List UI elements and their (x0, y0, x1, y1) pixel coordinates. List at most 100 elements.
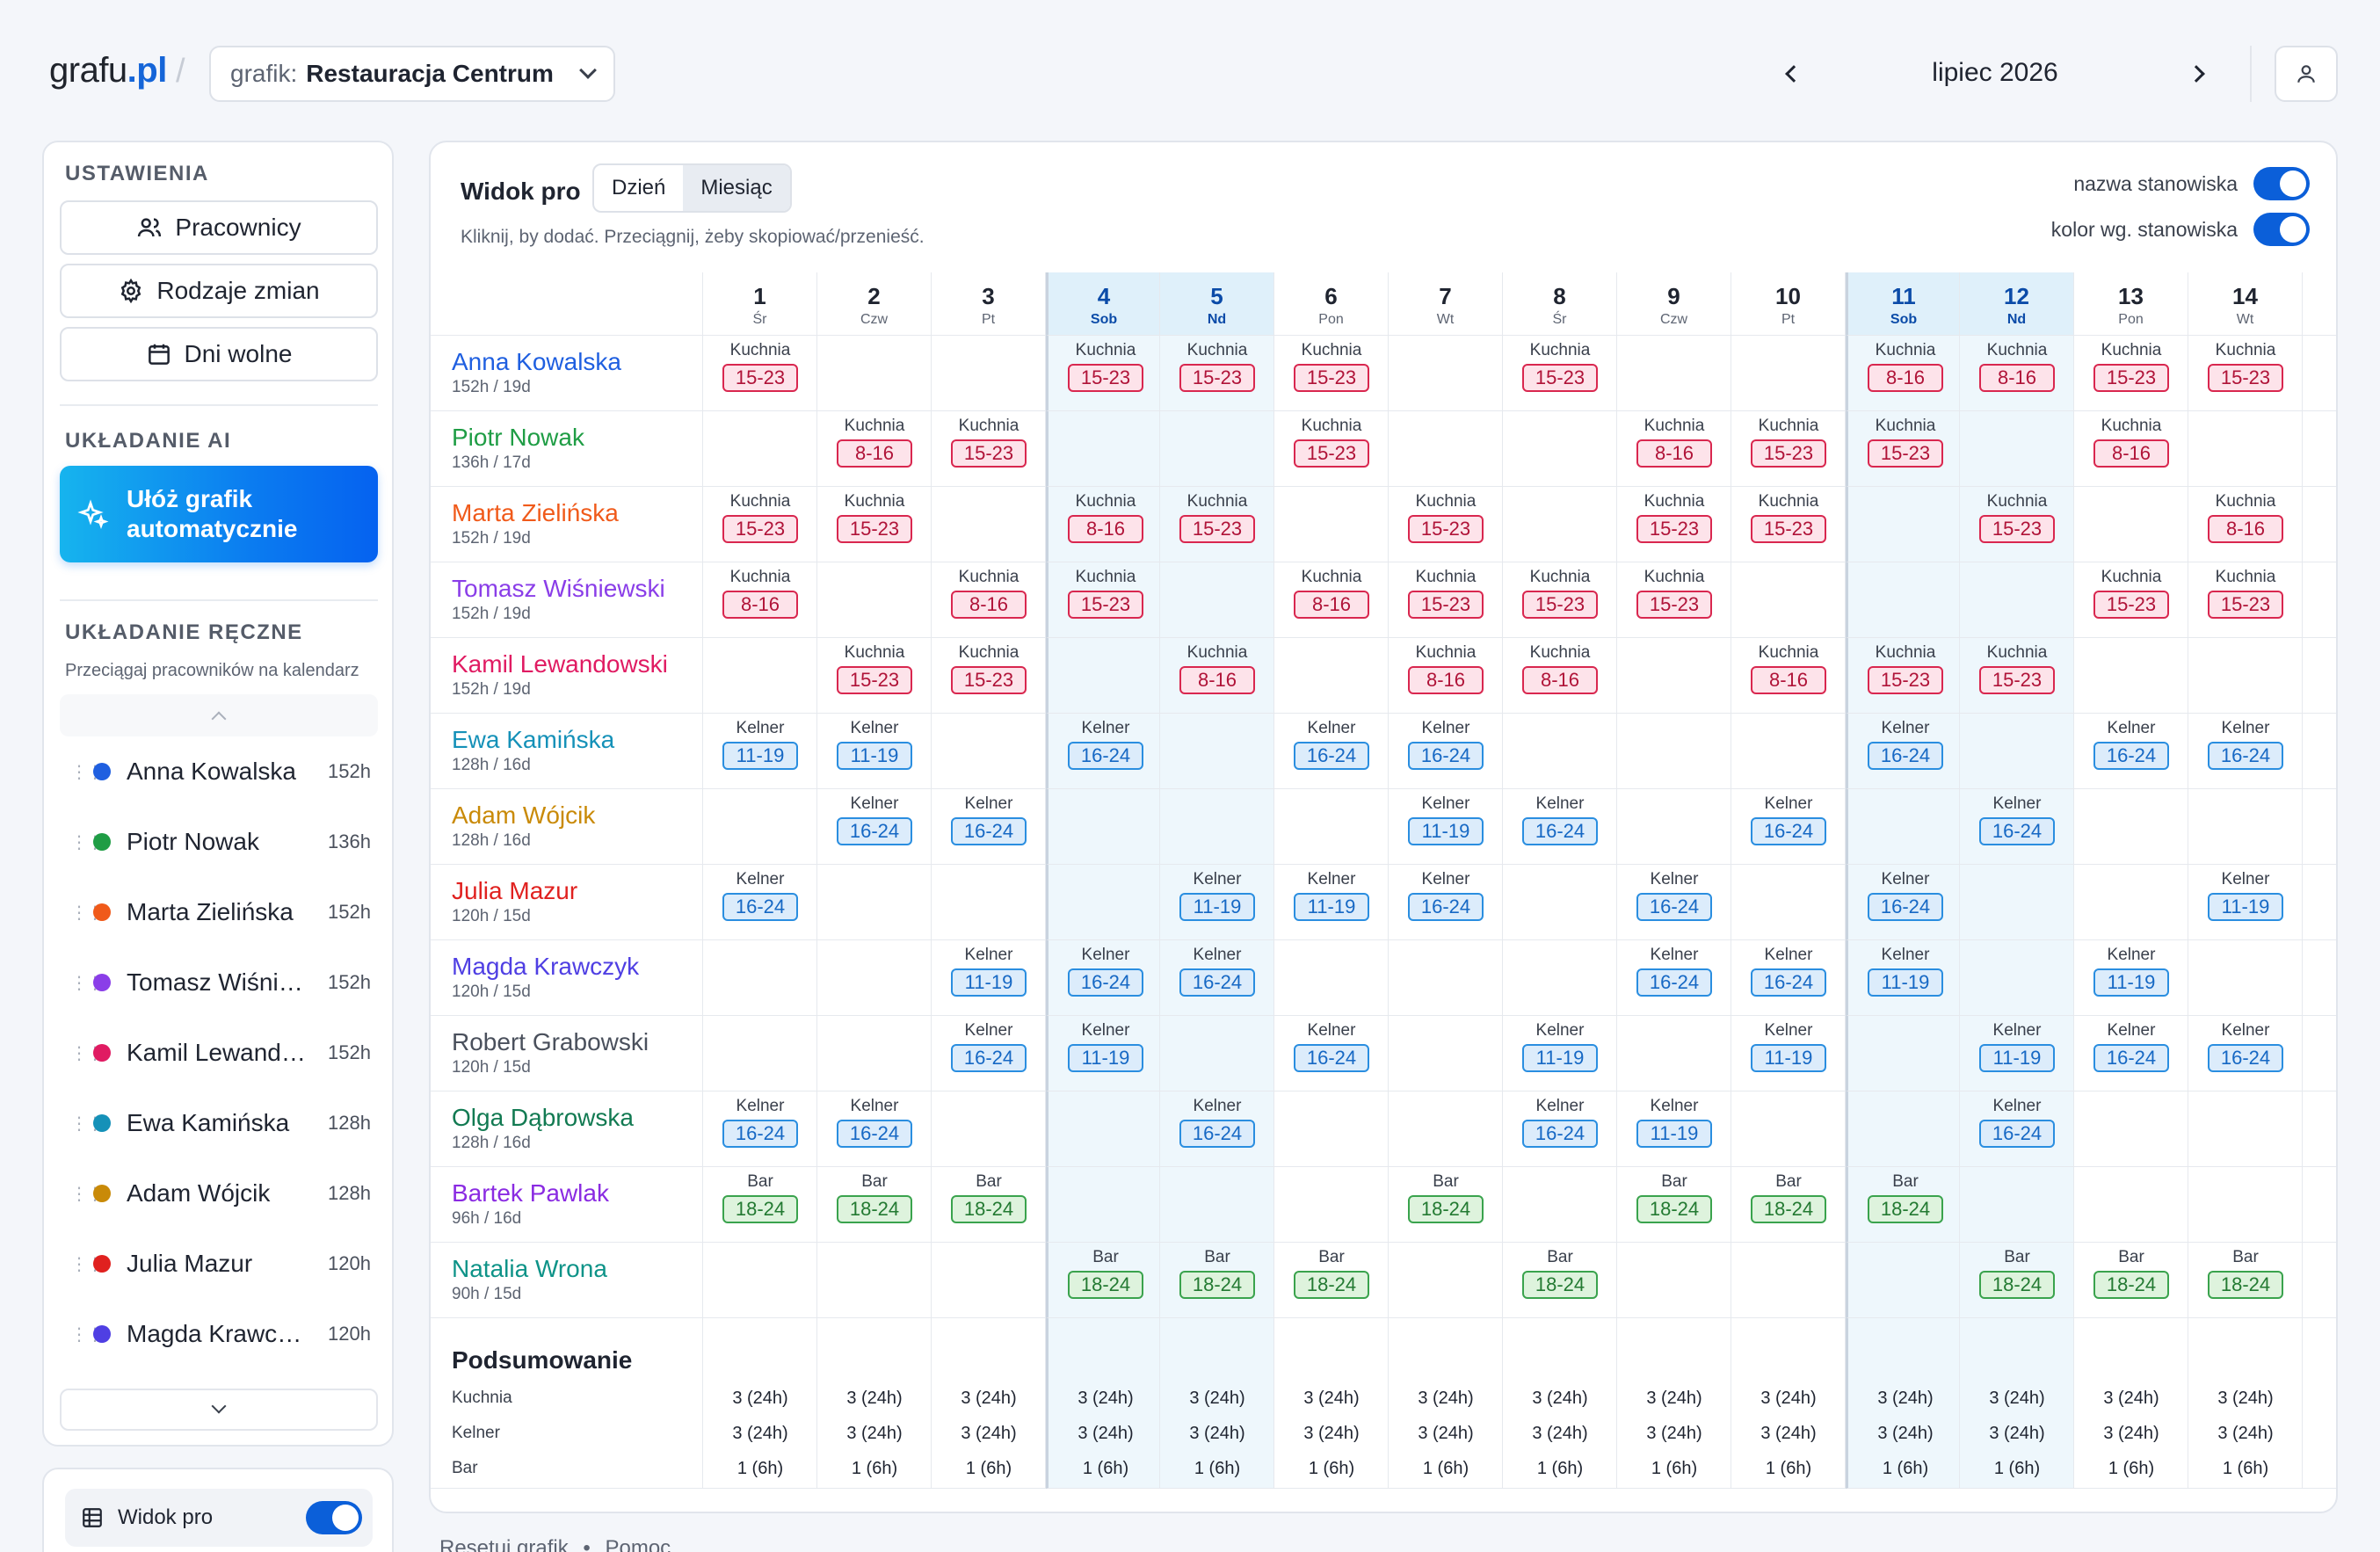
shift-cell[interactable]: Kelner 16-24 (1846, 714, 1960, 789)
shift-chip[interactable]: Kelner 16-24 (1389, 719, 1503, 770)
shift-chip[interactable]: Kelner 16-24 (703, 870, 817, 921)
shift-cell[interactable]: Kuchnia 8-16 (1274, 562, 1389, 638)
shift-cell[interactable]: Kuchnia 15-23 (1160, 336, 1274, 411)
shift-cell[interactable]: Bar 18-24 (1960, 1243, 2074, 1318)
shift-cell[interactable] (1846, 1016, 1960, 1091)
shift-cell[interactable]: Kelner 11-19 (1731, 1016, 1846, 1091)
shift-cell[interactable] (1046, 865, 1160, 940)
shift-cell[interactable]: Kelner 16-24 (1503, 1091, 1617, 1167)
shift-chip[interactable]: Kuchnia 8-16 (1731, 643, 1846, 694)
shift-cell[interactable] (1274, 638, 1389, 714)
shift-cell[interactable]: Kuchnia 15-23 (817, 638, 932, 714)
shift-cell[interactable] (2303, 940, 2336, 1016)
shift-chip[interactable]: Kelner 11-19 (2074, 946, 2188, 997)
shift-cell[interactable]: Kelner 16-24 (1503, 789, 1617, 865)
employee-row-name[interactable]: Robert Grabowski 120h / 15d (431, 1016, 703, 1091)
shift-cell[interactable]: Kuchnia 15-23 (1846, 411, 1960, 487)
drag-handle-icon[interactable]: ⋮⋮ (70, 1184, 104, 1204)
shift-cell[interactable] (1960, 1167, 2074, 1243)
shift-cell[interactable]: Bar 18-24 (2188, 1243, 2303, 1318)
shift-cell[interactable]: Kuchnia 8-16 (1046, 487, 1160, 562)
shift-cell[interactable]: Kuchnia 15-23 (1503, 336, 1617, 411)
shift-cell[interactable] (1160, 562, 1274, 638)
shift-chip[interactable]: Kuchnia 15-23 (1960, 643, 2074, 694)
shift-cell[interactable]: Kelner 16-24 (1389, 865, 1503, 940)
employee-row-name[interactable]: Olga Dąbrowska 128h / 16d (431, 1091, 703, 1167)
shift-cell[interactable]: Kuchnia 15-23 (1503, 562, 1617, 638)
shift-chip[interactable]: Kuchnia 15-23 (1160, 492, 1274, 543)
shift-cell[interactable]: Kelner 11-19 (1960, 1016, 2074, 1091)
shift-chip[interactable]: Kelner 11-19 (1274, 870, 1389, 921)
shift-chip[interactable]: Kuchnia 15-23 (817, 643, 932, 694)
shift-chip[interactable]: Kuchnia 15-23 (2074, 568, 2188, 619)
shift-chip[interactable]: Kelner 16-24 (1049, 719, 1163, 770)
shift-cell[interactable] (703, 940, 817, 1016)
employee-name[interactable]: Magda Krawczyk (452, 953, 640, 980)
employee-name[interactable]: Anna Kowalska (452, 348, 622, 375)
shift-chip[interactable]: Kelner 16-24 (1274, 719, 1389, 770)
shift-chip[interactable]: Kelner 11-19 (817, 719, 932, 770)
shift-cell[interactable] (1846, 1091, 1960, 1167)
shift-chip[interactable]: Kuchnia 8-16 (1389, 643, 1503, 694)
shift-cell[interactable]: Kelner 16-24 (1046, 940, 1160, 1016)
shift-cell[interactable]: Kuchnia 15-23 (1274, 336, 1389, 411)
shift-cell[interactable]: Kuchnia 15-23 (703, 487, 817, 562)
shift-chip[interactable]: Kuchnia 8-16 (1960, 341, 2074, 392)
shift-chip[interactable]: Kelner 11-19 (1617, 1097, 1731, 1148)
employee-name[interactable]: Kamil Lewandowski (452, 650, 668, 678)
shift-cell[interactable]: Kelner 11-19 (703, 714, 817, 789)
shift-chip[interactable]: Kelner 11-19 (1731, 1021, 1846, 1072)
shift-cell[interactable] (1846, 789, 1960, 865)
shift-cell[interactable]: Kuchnia 15-23 (817, 487, 932, 562)
shift-cell[interactable]: Kuchnia 15-23 (1160, 487, 1274, 562)
shift-cell[interactable] (1046, 789, 1160, 865)
shift-cell[interactable] (2303, 1167, 2336, 1243)
shift-chip[interactable]: Kuchnia 8-16 (1617, 417, 1731, 468)
shift-chip[interactable]: Bar 18-24 (2074, 1248, 2188, 1299)
drag-handle-icon[interactable]: ⋮⋮ (70, 1043, 104, 1063)
shift-cell[interactable] (2303, 1243, 2336, 1318)
shift-cell[interactable] (1617, 638, 1731, 714)
shift-chip[interactable]: Kelner 16-24 (2188, 1021, 2303, 1072)
shift-cell[interactable]: Kelner 16-24 (1274, 714, 1389, 789)
ai-schedule-button[interactable]: Ułóż grafik automatycznie (60, 466, 378, 562)
position-name-toggle[interactable] (2253, 167, 2310, 200)
shift-cell[interactable]: Bar 18-24 (1160, 1243, 1274, 1318)
shift-cell[interactable]: Bar 18-24 (1846, 1167, 1960, 1243)
shift-chip[interactable]: Kelner 11-19 (1389, 794, 1503, 845)
shift-cell[interactable] (2188, 638, 2303, 714)
shift-chip[interactable]: Bar 18-24 (1389, 1172, 1503, 1223)
shift-chip[interactable]: Kelner 16-24 (1503, 1097, 1617, 1148)
shift-cell[interactable] (1503, 411, 1617, 487)
shift-cell[interactable]: Kelner 11-19 (2074, 940, 2188, 1016)
draggable-employee-item[interactable]: ⋮⋮ Julia Mazur 120h (60, 1237, 378, 1290)
schedule-select[interactable]: grafik: Restauracja Centrum (209, 46, 615, 102)
employees-button[interactable]: Pracownicy (60, 200, 378, 255)
shift-chip[interactable]: Kelner 16-24 (1731, 794, 1846, 845)
employee-row-name[interactable]: Tomasz Wiśniewski 152h / 19d (431, 562, 703, 638)
shift-cell[interactable] (1731, 336, 1846, 411)
shift-cell[interactable] (1274, 487, 1389, 562)
shift-cell[interactable] (703, 1016, 817, 1091)
shift-cell[interactable]: Bar 18-24 (817, 1167, 932, 1243)
shift-cell[interactable] (932, 1091, 1046, 1167)
shift-cell[interactable] (1503, 487, 1617, 562)
shift-chip[interactable]: Bar 18-24 (1960, 1248, 2074, 1299)
employee-name[interactable]: Adam Wójcik (452, 801, 596, 829)
shift-chip[interactable]: Kelner 16-24 (1389, 870, 1503, 921)
shift-cell[interactable] (2188, 789, 2303, 865)
shift-cell[interactable]: Kuchnia 8-16 (817, 411, 932, 487)
shift-cell[interactable]: Kelner 16-24 (703, 865, 817, 940)
shift-chip[interactable]: Kelner 16-24 (1731, 946, 1846, 997)
shift-cell[interactable]: Kelner 16-24 (1617, 865, 1731, 940)
shift-cell[interactable]: Kelner 16-24 (1274, 1016, 1389, 1091)
shift-cell[interactable]: Kelner 11-19 (1274, 865, 1389, 940)
days-off-button[interactable]: Dni wolne (60, 327, 378, 381)
pro-view-toggle-row[interactable]: Widok pro (65, 1489, 373, 1547)
shift-cell[interactable] (1046, 1091, 1160, 1167)
shift-cell[interactable] (1617, 1243, 1731, 1318)
shift-chip[interactable]: Bar 18-24 (1049, 1248, 1163, 1299)
shift-cell[interactable] (1846, 1243, 1960, 1318)
shift-cell[interactable] (1731, 1243, 1846, 1318)
shift-cell[interactable]: Kelner 16-24 (2074, 714, 2188, 789)
